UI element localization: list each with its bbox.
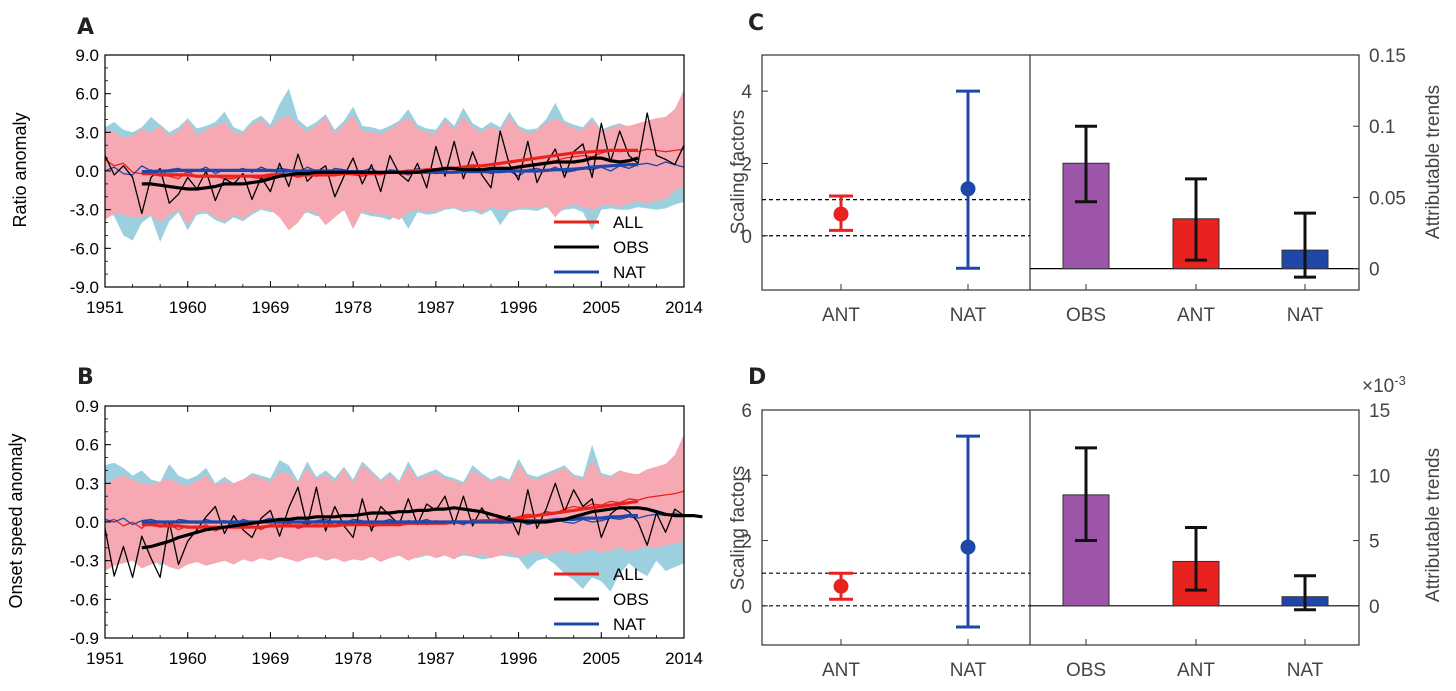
panel-b-legend-label-obs: OBS — [613, 590, 649, 609]
panel-a-y-axis-title: Ratio anomaly — [10, 112, 30, 227]
panel-c-right-ytick-label: 0.05 — [1369, 188, 1406, 209]
panel-a-legend-label-nat: NAT — [613, 263, 646, 282]
panel-b-y-axis-title: Onset speed anomaly — [6, 433, 26, 608]
panel-b-xtick-label: 1960 — [169, 649, 207, 668]
panel-b-ytick-label: -0.6 — [70, 590, 99, 609]
panel-b-ytick-label: -0.9 — [70, 629, 99, 648]
panel-b-xtick-label: 1978 — [334, 649, 372, 668]
panel-a-xtick-label: 1987 — [417, 298, 455, 317]
panel-d-right-ytick-label: 0 — [1369, 597, 1380, 618]
panel-a-all-range-band — [105, 89, 684, 231]
panel-a: A Ratio anomaly -9.0 -6.0 -3.0 0.0 3.0 6.0 9.0… — [10, 15, 703, 317]
panel-c-axes-frame — [761, 54, 1360, 291]
panel-a-xtick-label: 2014 — [665, 298, 703, 317]
panel-a-ytick-label: -6.0 — [70, 239, 99, 258]
panel-b-legend-label-nat: NAT — [613, 615, 646, 634]
panel-a-ytick-label: -9.0 — [70, 278, 99, 297]
panel-c-xtick-label-obs: OBS — [1066, 305, 1106, 326]
panel-d-plot: 0 2 4 6 0 5 10 15 ANT NAT OBS ANT NAT — [741, 401, 1390, 681]
panel-d-xtick-label-obs: OBS — [1066, 660, 1106, 681]
panel-d-scale-base: ×10 — [1362, 376, 1394, 397]
panel-a-xtick-label: 2005 — [582, 298, 620, 317]
panel-c-letter: C — [748, 11, 764, 36]
panel-b-legend-label-all: ALL — [613, 565, 643, 584]
panel-b-xtick-label: 2014 — [665, 649, 703, 668]
panel-d-xtick-label-ant: ANT — [1177, 660, 1215, 681]
panel-c-right-ytick-label: 0.1 — [1369, 117, 1395, 138]
panel-c: C Scaling factors Attributable trends 0 2… — [728, 11, 1444, 326]
panel-a-ytick-label: 6.0 — [75, 85, 99, 104]
panel-c-left-ytick-label: 2 — [741, 154, 752, 175]
panel-c-xtick-label-nat: NAT — [950, 305, 987, 326]
panel-a-xtick-label: 1960 — [169, 298, 207, 317]
panel-b-ytick-label: 0.6 — [75, 436, 99, 455]
panel-a-ytick-label: 0.0 — [75, 162, 99, 181]
panel-a-series-obs-smoothed — [141, 156, 639, 191]
panel-b-ytick-label: 0.3 — [75, 474, 99, 493]
panel-d-xtick-label-nat: NAT — [1287, 660, 1324, 681]
panel-d-right-ytick-label: 15 — [1369, 401, 1390, 422]
panel-b-xtick-label: 1969 — [252, 649, 290, 668]
panel-b-letter: B — [77, 365, 94, 390]
panel-c-right-ytick-label: 0 — [1369, 260, 1380, 281]
panel-b-xtick-label: 1996 — [500, 649, 538, 668]
panel-c-scaling-point-ant — [833, 206, 849, 222]
panel-a-ytick-label: -3.0 — [70, 201, 99, 220]
panel-c-xtick-label-ant: ANT — [1177, 305, 1215, 326]
panel-d-left-ytick-label: 0 — [741, 597, 752, 618]
panel-d-right-ytick-label: 10 — [1369, 466, 1390, 487]
panel-a-xtick-label: 1969 — [252, 298, 290, 317]
panel-b-xtick-label: 2005 — [582, 649, 620, 668]
panel-c-plot: 0 2 4 0 0.05 0.1 0.15 ANT NAT OBS ANT NAT — [741, 46, 1406, 326]
panel-d-left-ytick-label: 6 — [741, 401, 752, 422]
panel-b-xtick-label: 1987 — [417, 649, 455, 668]
panel-b-ytick-label: 0.9 — [75, 397, 99, 416]
panel-b-series-obs-smoothed — [141, 506, 703, 550]
panel-d-right-ytick-label: 5 — [1369, 532, 1380, 553]
panel-a-legend-label-obs: OBS — [613, 238, 649, 257]
panel-d-scaling-point-ant — [833, 578, 849, 594]
panel-c-xtick-label-nat: NAT — [1287, 305, 1324, 326]
panel-d-xtick-label-nat: NAT — [950, 660, 987, 681]
panel-b-xtick-label: 1951 — [86, 649, 124, 668]
panel-b-ytick-label: 0.0 — [75, 513, 99, 532]
panel-a-ytick-label: 3.0 — [75, 123, 99, 142]
panel-a-letter: A — [77, 15, 94, 40]
panel-a-legend-label-all: ALL — [613, 213, 643, 232]
panel-d: D Scaling factors Attributable trends ×1… — [728, 365, 1444, 681]
panel-c-right-axis-title: Attributable trends — [1423, 85, 1444, 239]
panel-c-left-axis-title: Scaling factors — [728, 110, 749, 235]
panel-c-right-ytick-label: 0.15 — [1369, 46, 1406, 67]
panel-d-axes-frame — [761, 409, 1360, 646]
panel-d-right-axis-title: Attributable trends — [1423, 448, 1444, 602]
panel-a-ytick-label: 9.0 — [75, 46, 99, 65]
panel-d-letter: D — [748, 365, 766, 390]
panel-a-xtick-label: 1951 — [86, 298, 124, 317]
panel-a-xtick-label: 1978 — [334, 298, 372, 317]
panel-d-scale-label: ×10-3 — [1362, 373, 1406, 397]
panel-c-xtick-label-ant: ANT — [822, 305, 860, 326]
panel-a-plot: -9.0 -6.0 -3.0 0.0 3.0 6.0 9.0 1951 1960 1969 1978… — [70, 46, 703, 317]
panel-d-scale-exponent: -3 — [1394, 373, 1406, 388]
panel-d-left-ytick-label: 2 — [741, 532, 752, 553]
panel-d-left-axis-title: Scaling factors — [728, 466, 749, 591]
panel-b-all-range-band — [105, 434, 684, 571]
panel-d-scaling-point-nat — [960, 539, 976, 555]
panel-b: B Onset speed anomaly -0.9 -0.6 -0.3 0.0 0.3… — [6, 365, 703, 668]
panel-d-xtick-label-ant: ANT — [822, 660, 860, 681]
panel-b-ytick-label: -0.3 — [70, 552, 99, 571]
panel-a-xtick-label: 1996 — [500, 298, 538, 317]
panel-c-scaling-point-nat — [960, 181, 976, 197]
panel-d-left-ytick-label: 4 — [741, 466, 752, 487]
panel-c-left-ytick-label: 0 — [741, 227, 752, 248]
panel-c-left-ytick-label: 4 — [741, 82, 752, 103]
panel-b-plot: -0.9 -0.6 -0.3 0.0 0.3 0.6 0.9 1951 1960 1969 1978… — [70, 397, 703, 668]
